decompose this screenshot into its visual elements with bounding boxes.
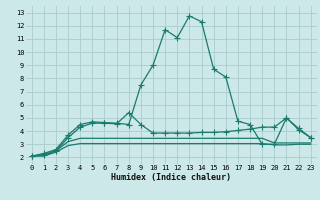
X-axis label: Humidex (Indice chaleur): Humidex (Indice chaleur): [111, 173, 231, 182]
